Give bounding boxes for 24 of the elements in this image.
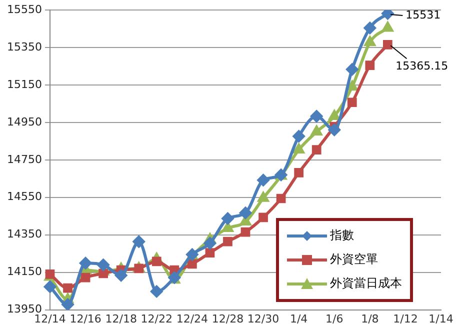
annotation: 15531 <box>406 8 441 22</box>
y-tick-label: 14550 <box>6 190 42 204</box>
y-tick-label: 14150 <box>6 265 42 278</box>
y-tick-label: 15550 <box>6 2 42 16</box>
x-tick-label: 12/18 <box>105 312 137 326</box>
x-tick-label: 12/30 <box>247 312 280 326</box>
x-tick-label: 1/8 <box>361 312 379 326</box>
y-tick-label: 14750 <box>6 152 42 166</box>
x-tick-label: 12/16 <box>70 312 102 326</box>
x-tick-label: 1/14 <box>428 312 454 326</box>
x-tick-label: 1/6 <box>326 312 344 326</box>
y-tick-label: 14950 <box>6 115 42 128</box>
y-tick-label: 15150 <box>6 78 42 91</box>
legend-label: 指數 <box>330 227 354 244</box>
annotation: 15365.15 <box>396 59 448 72</box>
legend-label: 外資空單 <box>330 251 378 268</box>
y-tick-label: 15350 <box>6 40 42 54</box>
x-tick-label: 12/28 <box>212 312 244 326</box>
x-tick-label: 12/22 <box>140 312 172 326</box>
legend-label: 外資當日成本 <box>330 275 402 292</box>
y-tick-label: 14350 <box>6 228 42 241</box>
x-tick-label: 1/4 <box>290 312 308 326</box>
x-tick-label: 12/24 <box>176 312 208 326</box>
x-tick-label: 1/12 <box>393 312 418 326</box>
